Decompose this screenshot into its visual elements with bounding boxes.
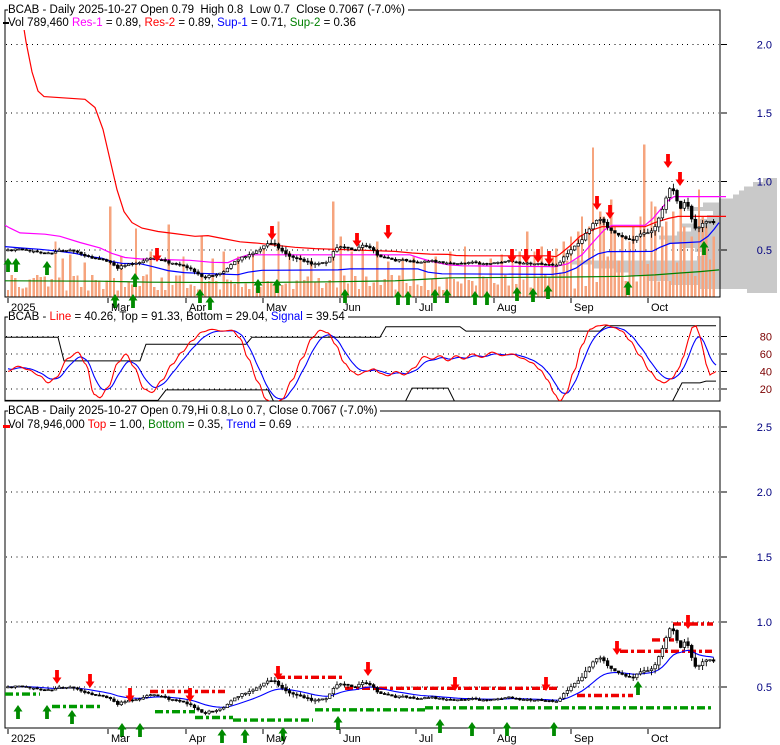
bottom-panel-candles — [6, 624, 716, 716]
x-axis-label: Mar — [111, 733, 130, 745]
bottom-panel-y-axis: 2.5 2.0 1.5 1.0 0.5 — [721, 422, 772, 694]
top-panel-y-axis: 2.0 1.5 1.0 0.5 — [721, 40, 772, 257]
x-axis-label: Oct — [651, 302, 668, 314]
x-axis-label: Jul — [419, 733, 433, 745]
x-axis-label: Apr — [189, 733, 206, 745]
legend-segment: Res-2 — [144, 17, 176, 29]
bottom-panel-trend-line — [7, 649, 714, 708]
bottom-panel-gridlines — [6, 426, 719, 688]
x-axis-label: 2025 — [11, 733, 35, 745]
bottom-panel-signal-arrows — [13, 615, 693, 743]
x-axis-label: Jul — [419, 302, 433, 314]
legend-segment: = 0.35, — [184, 419, 227, 431]
legend-segment: Vol 78,946,000 — [8, 419, 88, 431]
legend-segment: Signal — [270, 311, 303, 323]
y-axis-label: 2.5 — [757, 422, 772, 434]
volume-bars — [6, 144, 715, 297]
y-axis-label: 1.0 — [757, 617, 772, 629]
legend-segment: = 0.36 — [320, 17, 356, 29]
legend-segment: = 0.69 — [255, 419, 292, 431]
legend-segment: Sup-2 — [289, 17, 321, 29]
y-axis-label: 1.5 — [757, 108, 772, 120]
legend-segment: = 0.89, — [175, 17, 218, 29]
top-vol-line-tick — [3, 22, 9, 24]
x-axis-label: May — [266, 733, 287, 745]
legend-segment: Vol 789,460 — [8, 17, 72, 29]
middle-panel-y-axis: 80 60 40 20 — [721, 331, 772, 396]
top-panel-legend: Vol 789,460 Res-1 = 0.89, Res-2 = 0.89, … — [8, 17, 359, 30]
y-axis-label: 2.0 — [757, 40, 772, 52]
x-axis-label: Sep — [574, 733, 594, 745]
legend-segment: = 1.00, — [106, 419, 149, 431]
middle-panel-legend: BCAB - Line = 40.26, Top = 91.33, Bottom… — [8, 311, 348, 324]
legend-segment: Trend — [226, 419, 256, 431]
legend-segment: Sup-1 — [217, 17, 248, 29]
y-axis-label: 0.5 — [757, 682, 772, 694]
legend-segment: Res-1 — [71, 17, 103, 29]
y-axis-label: 40 — [760, 366, 772, 378]
stochastic-lines — [7, 324, 717, 401]
y-axis-label: 20 — [760, 384, 772, 396]
y-axis-label: 1.5 — [757, 552, 772, 564]
legend-segment: = 0.89, — [102, 17, 145, 29]
legend-segment: = 40.26, Top = 91.33, Bottom = 29.04, — [71, 311, 271, 323]
legend-segment: Top — [87, 419, 107, 431]
y-axis-label: 60 — [760, 349, 772, 361]
y-axis-label: 80 — [760, 331, 772, 343]
middle-panel-plot-area[interactable] — [4, 316, 721, 402]
top-panel-candles — [6, 183, 716, 280]
x-axis-label: Sep — [574, 302, 594, 314]
top-panel-title: BCAB - Daily 2025-10-27 Open 0.79 High 0… — [8, 4, 408, 17]
x-axis-label: Aug — [497, 302, 517, 314]
y-axis-label: 2.0 — [757, 487, 772, 499]
x-axis-label: Oct — [651, 733, 668, 745]
x-axis-label: Aug — [497, 733, 517, 745]
y-axis-label: 0.5 — [757, 245, 772, 257]
legend-segment: BCAB - — [8, 311, 50, 323]
legend-segment: Bottom — [148, 419, 185, 431]
stochastic-bands — [5, 325, 716, 401]
legend-segment: = 39.54 — [302, 311, 345, 323]
bottom-vol-line-marker — [3, 425, 10, 428]
bottom-panel-x-axis: 2025 Mar Apr May Jun Jul Aug Sep Oct — [7, 729, 668, 745]
legend-segment: = 0.71, — [247, 17, 290, 29]
bottom-panel-levels — [5, 622, 713, 722]
top-panel-signal-arrows — [3, 154, 709, 310]
bottom-panel-legend: Vol 78,946,000 Top = 1.00, Bottom = 0.35… — [8, 419, 295, 432]
y-axis-label: 1.0 — [757, 177, 772, 189]
x-axis-label: Jun — [343, 733, 361, 745]
bottom-panel-title: BCAB - Daily 2025-10-27 Open 0.79,Hi 0.8… — [8, 405, 381, 418]
legend-segment: Line — [49, 311, 72, 323]
middle-panel-gridlines — [6, 335, 719, 390]
top-panel-indicator-lines — [5, 10, 726, 284]
